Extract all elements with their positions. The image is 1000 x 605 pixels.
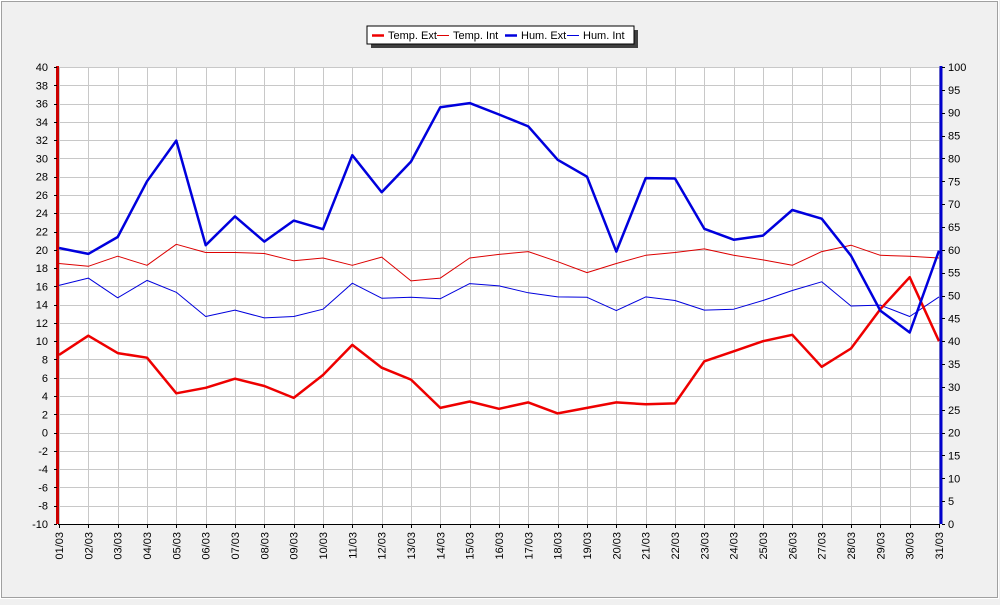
right-axis-ticks: 1009590858075706560555045403530252015105… — [942, 62, 966, 531]
x-tick-label: 17/03 — [523, 532, 535, 560]
x-tick-label: 27/03 — [817, 532, 829, 560]
legend-label-hum-int: Hum. Int — [583, 30, 625, 42]
x-tick-label: 24/03 — [729, 532, 741, 560]
x-tick-label: 02/03 — [83, 532, 95, 560]
left-tick-label: 2 — [42, 409, 48, 421]
left-tick-label: -10 — [32, 519, 48, 531]
x-tick-label: 20/03 — [611, 532, 623, 560]
left-tick-label: -6 — [38, 482, 48, 494]
x-tick-label: 05/03 — [171, 532, 183, 560]
legend-label-hum-ext: Hum. Ext — [521, 30, 566, 42]
right-tick-label: 80 — [948, 153, 960, 165]
right-tick-label: 40 — [948, 336, 960, 348]
x-tick-label: 08/03 — [259, 532, 271, 560]
legend: Temp. Ext Temp. Int Hum. Ext Hum. Int — [367, 26, 638, 48]
left-tick-label: 24 — [36, 208, 48, 220]
right-tick-label: 65 — [948, 222, 960, 234]
x-tick-label: 13/03 — [406, 532, 418, 560]
x-tick-label: 11/03 — [347, 532, 359, 559]
left-axis-ticks: 4038363432302826242220181614121086420-2-… — [32, 62, 57, 531]
x-tick-label: 10/03 — [318, 532, 330, 560]
left-tick-label: 36 — [36, 99, 48, 111]
right-tick-label: 50 — [948, 291, 960, 303]
left-tick-label: 22 — [36, 227, 48, 239]
x-tick-label: 09/03 — [289, 532, 301, 560]
right-tick-label: 15 — [948, 450, 960, 462]
x-tick-label: 04/03 — [142, 532, 154, 560]
left-tick-label: 0 — [42, 428, 48, 440]
left-tick-label: 38 — [36, 80, 48, 92]
left-tick-label: 26 — [36, 190, 48, 202]
right-tick-label: 20 — [948, 428, 960, 440]
right-tick-label: 10 — [948, 473, 960, 485]
right-tick-label: 0 — [948, 519, 954, 531]
right-tick-label: 90 — [948, 108, 960, 120]
x-tick-label: 12/03 — [377, 532, 389, 560]
x-tick-label: 30/03 — [905, 532, 917, 560]
left-tick-label: 30 — [36, 153, 48, 165]
x-tick-label: 21/03 — [641, 532, 653, 560]
left-tick-label: 14 — [36, 300, 48, 312]
right-tick-label: 30 — [948, 382, 960, 394]
x-tick-label: 06/03 — [201, 532, 213, 560]
left-tick-label: 4 — [42, 391, 48, 403]
left-tick-label: 34 — [36, 117, 48, 129]
x-tick-label: 18/03 — [553, 532, 565, 560]
right-tick-label: 25 — [948, 405, 960, 417]
left-tick-label: 8 — [42, 354, 48, 366]
x-tick-label: 03/03 — [113, 532, 125, 560]
left-tick-label: 20 — [36, 245, 48, 257]
x-tick-label: 23/03 — [699, 532, 711, 560]
legend-label-temp-ext: Temp. Ext — [388, 30, 437, 42]
left-tick-label: -8 — [38, 501, 48, 513]
left-tick-label: 28 — [36, 172, 48, 184]
x-tick-label: 29/03 — [875, 532, 887, 560]
left-tick-label: 18 — [36, 263, 48, 275]
x-tick-label: 15/03 — [465, 532, 477, 560]
right-tick-label: 95 — [948, 85, 960, 97]
right-tick-label: 60 — [948, 245, 960, 257]
left-tick-label: 16 — [36, 281, 48, 293]
x-tick-label: 22/03 — [670, 532, 682, 560]
x-tick-label: 28/03 — [846, 532, 858, 560]
x-tick-label: 19/03 — [582, 532, 594, 560]
left-tick-label: -2 — [38, 446, 48, 458]
left-tick-label: 32 — [36, 135, 48, 147]
legend-label-temp-int: Temp. Int — [453, 30, 498, 42]
right-tick-label: 100 — [948, 62, 966, 74]
right-tick-label: 35 — [948, 359, 960, 371]
left-tick-label: 6 — [42, 373, 48, 385]
right-tick-label: 85 — [948, 131, 960, 143]
x-tick-label: 31/03 — [934, 532, 946, 560]
right-tick-label: 5 — [948, 496, 954, 508]
right-tick-label: 45 — [948, 313, 960, 325]
x-tick-label: 07/03 — [230, 532, 242, 560]
x-tick-label: 26/03 — [787, 532, 799, 560]
left-tick-label: 40 — [36, 62, 48, 74]
right-tick-label: 70 — [948, 199, 960, 211]
left-tick-label: 12 — [36, 318, 48, 330]
left-tick-label: 10 — [36, 336, 48, 348]
x-tick-label: 14/03 — [435, 532, 447, 560]
x-tick-label: 16/03 — [494, 532, 506, 560]
right-tick-label: 55 — [948, 268, 960, 280]
x-axis-ticks: 01/03 02/03 03/03 04/03 05/03 06/03 07/03 08/03… — [54, 524, 946, 560]
x-tick-label: 25/03 — [758, 532, 770, 560]
x-tick-label: 01/03 — [54, 532, 66, 560]
right-tick-label: 75 — [948, 176, 960, 188]
left-tick-label: -4 — [38, 464, 48, 476]
